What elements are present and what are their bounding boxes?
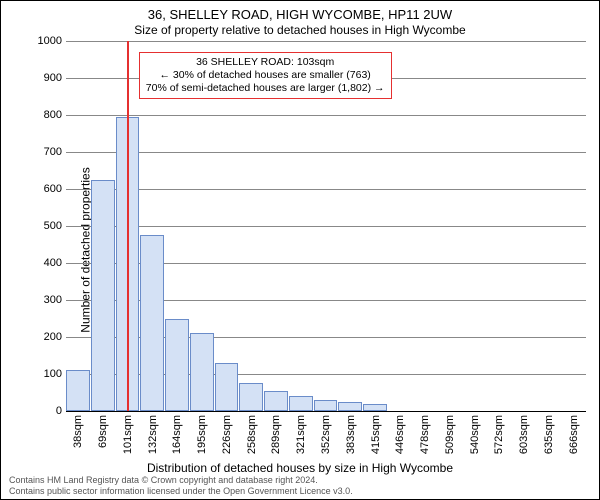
chart-container: 36, SHELLEY ROAD, HIGH WYCOMBE, HP11 2UW… bbox=[0, 0, 600, 500]
y-tick-label: 500 bbox=[44, 220, 62, 232]
x-tick-label: 321sqm bbox=[295, 415, 307, 454]
x-tick-label: 69sqm bbox=[97, 415, 109, 448]
y-tick-label: 700 bbox=[44, 146, 62, 158]
gridline bbox=[66, 411, 586, 412]
gridline bbox=[66, 226, 586, 227]
highlight-line bbox=[127, 41, 129, 411]
x-tick-label: 666sqm bbox=[568, 415, 580, 454]
y-tick-label: 900 bbox=[44, 72, 62, 84]
gridline bbox=[66, 115, 586, 116]
x-tick-label: 164sqm bbox=[171, 415, 183, 454]
histogram-bar bbox=[66, 370, 90, 411]
histogram-bar bbox=[314, 400, 338, 411]
x-tick-label: 258sqm bbox=[246, 415, 258, 454]
y-tick-label: 100 bbox=[44, 368, 62, 380]
x-tick-label: 415sqm bbox=[370, 415, 382, 454]
x-tick-label: 509sqm bbox=[444, 415, 456, 454]
x-tick-label: 132sqm bbox=[147, 415, 159, 454]
x-tick-label: 38sqm bbox=[72, 415, 84, 448]
annotation-line: 70% of semi-detached houses are larger (… bbox=[146, 82, 385, 95]
plot-area: 0100200300400500600700800900100038sqm69s… bbox=[66, 41, 586, 411]
x-tick-label: 352sqm bbox=[320, 415, 332, 454]
x-axis-label: Distribution of detached houses by size … bbox=[1, 461, 599, 475]
annotation-box: 36 SHELLEY ROAD: 103sqm← 30% of detached… bbox=[139, 52, 392, 99]
x-tick-label: 195sqm bbox=[196, 415, 208, 454]
x-tick-label: 289sqm bbox=[270, 415, 282, 454]
histogram-bar bbox=[264, 391, 288, 411]
x-tick-label: 101sqm bbox=[122, 415, 134, 454]
annotation-line: ← 30% of detached houses are smaller (76… bbox=[146, 69, 385, 82]
x-tick-label: 226sqm bbox=[221, 415, 233, 454]
histogram-bar bbox=[363, 404, 387, 411]
footer-attribution: Contains HM Land Registry data © Crown c… bbox=[9, 475, 353, 497]
histogram-bar bbox=[190, 333, 214, 411]
x-tick-label: 540sqm bbox=[469, 415, 481, 454]
y-tick-label: 1000 bbox=[38, 35, 62, 47]
histogram-bar bbox=[289, 396, 313, 411]
footer-line-2: Contains public sector information licen… bbox=[9, 486, 353, 497]
y-tick-label: 200 bbox=[44, 331, 62, 343]
x-tick-label: 383sqm bbox=[345, 415, 357, 454]
footer-line-1: Contains HM Land Registry data © Crown c… bbox=[9, 475, 353, 486]
annotation-line: 36 SHELLEY ROAD: 103sqm bbox=[146, 56, 385, 69]
histogram-bar bbox=[140, 235, 164, 411]
gridline bbox=[66, 152, 586, 153]
x-tick-label: 635sqm bbox=[543, 415, 555, 454]
chart-title-subtitle: Size of property relative to detached ho… bbox=[1, 23, 599, 37]
x-tick-label: 603sqm bbox=[518, 415, 530, 454]
histogram-bar bbox=[165, 319, 189, 412]
y-tick-label: 400 bbox=[44, 257, 62, 269]
gridline bbox=[66, 189, 586, 190]
histogram-bar bbox=[239, 383, 263, 411]
y-tick-label: 300 bbox=[44, 294, 62, 306]
x-tick-label: 446sqm bbox=[394, 415, 406, 454]
histogram-bar bbox=[338, 402, 362, 411]
y-tick-label: 0 bbox=[56, 405, 62, 417]
histogram-bar bbox=[91, 180, 115, 411]
y-tick-label: 800 bbox=[44, 109, 62, 121]
x-tick-label: 572sqm bbox=[493, 415, 505, 454]
x-tick-label: 478sqm bbox=[419, 415, 431, 454]
gridline bbox=[66, 41, 586, 42]
y-tick-label: 600 bbox=[44, 183, 62, 195]
histogram-bar bbox=[215, 363, 239, 411]
chart-title-address: 36, SHELLEY ROAD, HIGH WYCOMBE, HP11 2UW bbox=[1, 7, 599, 22]
